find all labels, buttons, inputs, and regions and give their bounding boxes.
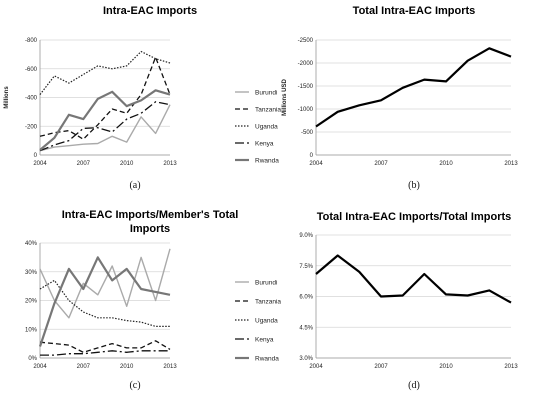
y-tick-label: 20%	[25, 299, 38, 305]
legend-label: Tanzania	[255, 299, 281, 306]
series-line-rwanda	[39, 89, 171, 151]
x-tick-label: 2007	[374, 161, 388, 167]
y-axis-label: Millions	[4, 86, 10, 109]
y-tick-label: -2500	[298, 38, 314, 44]
x-tick-label: 2013	[163, 161, 177, 167]
x-tick-label: 2004	[309, 161, 323, 167]
chart-caption: (c)	[129, 380, 140, 391]
y-tick-label: 40%	[25, 241, 38, 247]
y-tick-label: 10%	[25, 327, 38, 333]
chart-a: Intra-EAC Imports 0 -200 -400 -600 -800 2004 20…	[4, 5, 281, 191]
legend-label: Uganda	[255, 124, 278, 131]
chart-title: Total Intra-EAC Imports/Total Imports	[317, 211, 512, 223]
chart-b: Total Intra-EAC Imports 0 -500 -1000 -1500 -2…	[282, 5, 518, 191]
y-tick-label: 7.5%	[299, 264, 313, 270]
series-line-rwanda	[38, 256, 171, 347]
legend-label: Burundi	[255, 90, 277, 97]
series-line	[315, 254, 512, 304]
y-tick-label: -1000	[298, 107, 314, 113]
x-tick-label: 2013	[504, 364, 518, 370]
series-line-uganda	[39, 50, 171, 95]
chart-caption: (b)	[408, 180, 420, 191]
chart-title: Intra-EAC Imports/Member's Total	[62, 209, 239, 221]
y-tick-label: 0	[34, 153, 38, 159]
y-axis-label: Millions USD	[282, 79, 288, 116]
series-line	[315, 47, 512, 128]
x-tick-label: 2007	[374, 364, 388, 370]
legend-label: Rwanda	[255, 356, 279, 363]
chart-c: Intra-EAC Imports/Member's Total Imports 0…	[25, 209, 281, 391]
series-line-kenya	[40, 350, 170, 356]
chart-title: Total Intra-EAC Imports	[353, 5, 476, 17]
legend-label: Burundi	[255, 280, 277, 287]
x-tick-label: 2007	[77, 161, 91, 167]
x-tick-label: 2004	[33, 161, 47, 167]
y-tick-label: -400	[25, 96, 38, 102]
x-tick-label: 2010	[120, 161, 134, 167]
x-tick-label: 2013	[504, 161, 518, 167]
y-tick-label: 9.0%	[299, 233, 313, 239]
x-tick-label: 2010	[439, 364, 453, 370]
x-tick-label: 2013	[163, 364, 177, 370]
x-tick-label: 2010	[120, 364, 134, 370]
legend-label: Kenya	[255, 337, 274, 344]
y-tick-label: -2000	[298, 61, 314, 67]
y-tick-label: -500	[301, 130, 314, 136]
y-tick-label: 6.0%	[299, 295, 313, 301]
x-tick-label: 2010	[439, 161, 453, 167]
x-tick-label: 2004	[33, 364, 47, 370]
series-line-tanzania	[39, 56, 171, 140]
x-tick-label: 2004	[309, 364, 323, 370]
y-tick-label: -1500	[298, 84, 314, 90]
series-line-kenya	[39, 101, 171, 152]
series-line-burundi	[39, 104, 171, 152]
series-line-uganda	[39, 279, 170, 327]
y-tick-label: -600	[25, 67, 38, 73]
y-tick-label: 3.0%	[299, 356, 313, 362]
chart-title: Intra-EAC Imports	[103, 5, 197, 17]
y-tick-label: 0%	[28, 356, 37, 362]
chart-d: Total Intra-EAC Imports/Total Imports 3.0…	[299, 211, 518, 391]
y-tick-label: -800	[25, 38, 38, 44]
chart-title: Imports	[130, 223, 170, 235]
y-tick-label: 4.5%	[299, 325, 313, 331]
legend-label: Rwanda	[255, 158, 279, 165]
x-tick-label: 2007	[77, 364, 91, 370]
legend-label: Kenya	[255, 141, 274, 148]
y-tick-label: 30%	[25, 270, 38, 276]
chart-caption: (a)	[129, 180, 140, 191]
y-tick-label: 0	[310, 153, 314, 159]
series-line-burundi	[39, 248, 171, 319]
legend-label: Tanzania	[255, 107, 281, 114]
y-tick-label: -200	[25, 124, 38, 130]
legend-label: Uganda	[255, 318, 278, 325]
series-line-tanzania	[39, 340, 171, 353]
chart-caption: (d)	[408, 380, 420, 391]
